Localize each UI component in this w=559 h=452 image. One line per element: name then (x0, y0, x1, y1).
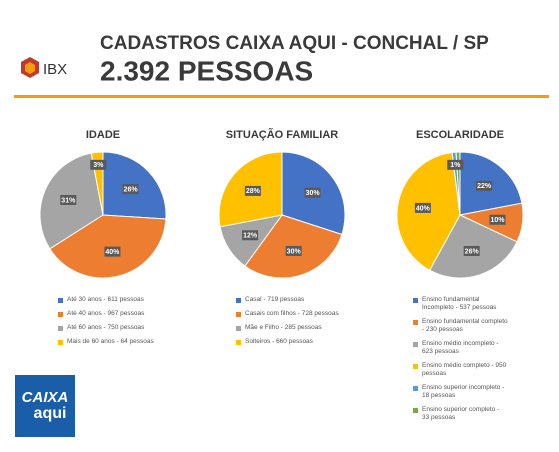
legend-item: Ensino médio incompleto - 623 pessoas (413, 340, 508, 362)
legend-label: Casal - 719 pessoas (245, 296, 305, 303)
value-label-bg (414, 202, 431, 213)
value-label-bg (242, 230, 259, 241)
legend-item: Casal - 719 pessoas (236, 296, 356, 310)
value-label-bg (60, 194, 77, 205)
title: CADASTROS CAIXA AQUI - CONCHAL / SP (100, 33, 489, 54)
legend-label: Ensino superior incompleto - 18 pessoas (422, 384, 505, 399)
legend-swatch (236, 297, 241, 303)
legend-label: Casais com filhos - 728 pessoas (245, 310, 339, 317)
legend-swatch (413, 363, 418, 369)
value-label: 1% (450, 162, 461, 169)
value-label: 3% (93, 162, 104, 169)
legend-item: Solteiros - 660 pessoas (236, 338, 356, 352)
value-label-bg (104, 246, 121, 257)
legend-item: Ensino superior completo - 33 pessoas (413, 406, 508, 428)
legend-swatch (58, 297, 63, 303)
brand-icon-inner (25, 62, 35, 74)
value-label: 26% (465, 248, 480, 255)
legend-label: Até 30 anos - 611 pessoas (67, 296, 144, 303)
value-label-bg (489, 214, 506, 225)
value-label-bg (122, 184, 139, 195)
legend-swatch (413, 385, 418, 391)
legend-item: Mãe e Filho - 285 pessoas (236, 324, 356, 338)
legend-item: Casais com filhos - 728 pessoas (236, 310, 356, 324)
legend-swatch (413, 341, 418, 347)
pie-title: ESCOLARIDADE (416, 129, 504, 141)
value-label: 28% (246, 188, 261, 195)
value-label-bg (463, 245, 480, 256)
value-label-bg (304, 187, 321, 198)
legend: Até 30 anos - 611 pessoas Até 40 anos - 9… (58, 296, 178, 352)
value-label: 12% (243, 233, 258, 240)
value-label-bg (244, 185, 261, 196)
legend-item: Até 60 anos - 750 pessoas (58, 324, 178, 338)
legend-item: Até 40 anos - 967 pessoas (58, 310, 178, 324)
brand: IBX (43, 61, 67, 78)
legend-item: Ensino fundamental Incompleto - 537 pess… (413, 296, 508, 318)
legend-label: Mãe e Filho - 285 pessoas (245, 324, 322, 331)
value-label: 22% (477, 183, 492, 190)
logo (15, 375, 75, 437)
legend-swatch (236, 339, 241, 345)
subtitle: 2.392 PESSOAS (100, 55, 313, 86)
pie-title: IDADE (86, 129, 120, 141)
legend-item: Até 30 anos - 611 pessoas (58, 296, 178, 310)
legend-swatch (58, 311, 63, 317)
legend-item: Ensino superior incompleto - 18 pessoas (413, 384, 508, 406)
legend-label: Solteiros - 660 pessoas (245, 338, 313, 345)
legend-swatch (413, 407, 418, 413)
value-label: 30% (306, 190, 321, 197)
value-label: 31% (61, 197, 76, 204)
logo-text: CAIXA (22, 389, 69, 406)
legend-swatch (236, 325, 241, 331)
legend: Casal - 719 pessoas Casais com filhos - 7… (236, 296, 356, 352)
value-label-bg (476, 180, 493, 191)
legend-item: Ensino médio completo - 950 pessoas (413, 362, 508, 384)
legend-label: Ensino fundamental completo - 230 pessoa… (422, 318, 508, 333)
legend-swatch (413, 319, 418, 325)
legend-label: Ensino médio completo - 950 pessoas (422, 362, 507, 377)
value-label-bg (90, 159, 107, 170)
legend-swatch (58, 325, 63, 331)
legend-label: Até 40 anos - 967 pessoas (67, 310, 145, 317)
legend-label: Até 60 anos - 750 pessoas (67, 324, 145, 331)
value-label: 30% (287, 248, 302, 255)
legend-label: Ensino superior completo - 33 pessoas (422, 406, 500, 421)
value-label-bg (447, 159, 464, 170)
value-label: 40% (416, 205, 431, 212)
legend-item: Mais de 60 anos - 64 pessoas (58, 338, 178, 352)
divider (14, 95, 549, 98)
value-label: 40% (105, 249, 120, 256)
pie-title: SITUAÇÃO FAMILIAR (226, 128, 338, 141)
legend-swatch (413, 297, 418, 303)
legend-swatch (58, 339, 63, 345)
value-label-bg (285, 245, 302, 256)
legend-label: Mais de 60 anos - 64 pessoas (67, 338, 154, 345)
legend-label: Ensino fundamental Incompleto - 537 pess… (422, 296, 497, 311)
legend-label: Ensino médio incompleto - 623 pessoas (422, 340, 499, 355)
logo-text: aqui (34, 405, 67, 422)
legend-swatch (236, 311, 241, 317)
legend-item: Ensino fundamental completo - 230 pessoa… (413, 318, 508, 340)
legend: Ensino fundamental Incompleto - 537 pess… (413, 296, 508, 428)
value-label: 26% (124, 186, 139, 193)
value-label: 10% (490, 217, 505, 224)
